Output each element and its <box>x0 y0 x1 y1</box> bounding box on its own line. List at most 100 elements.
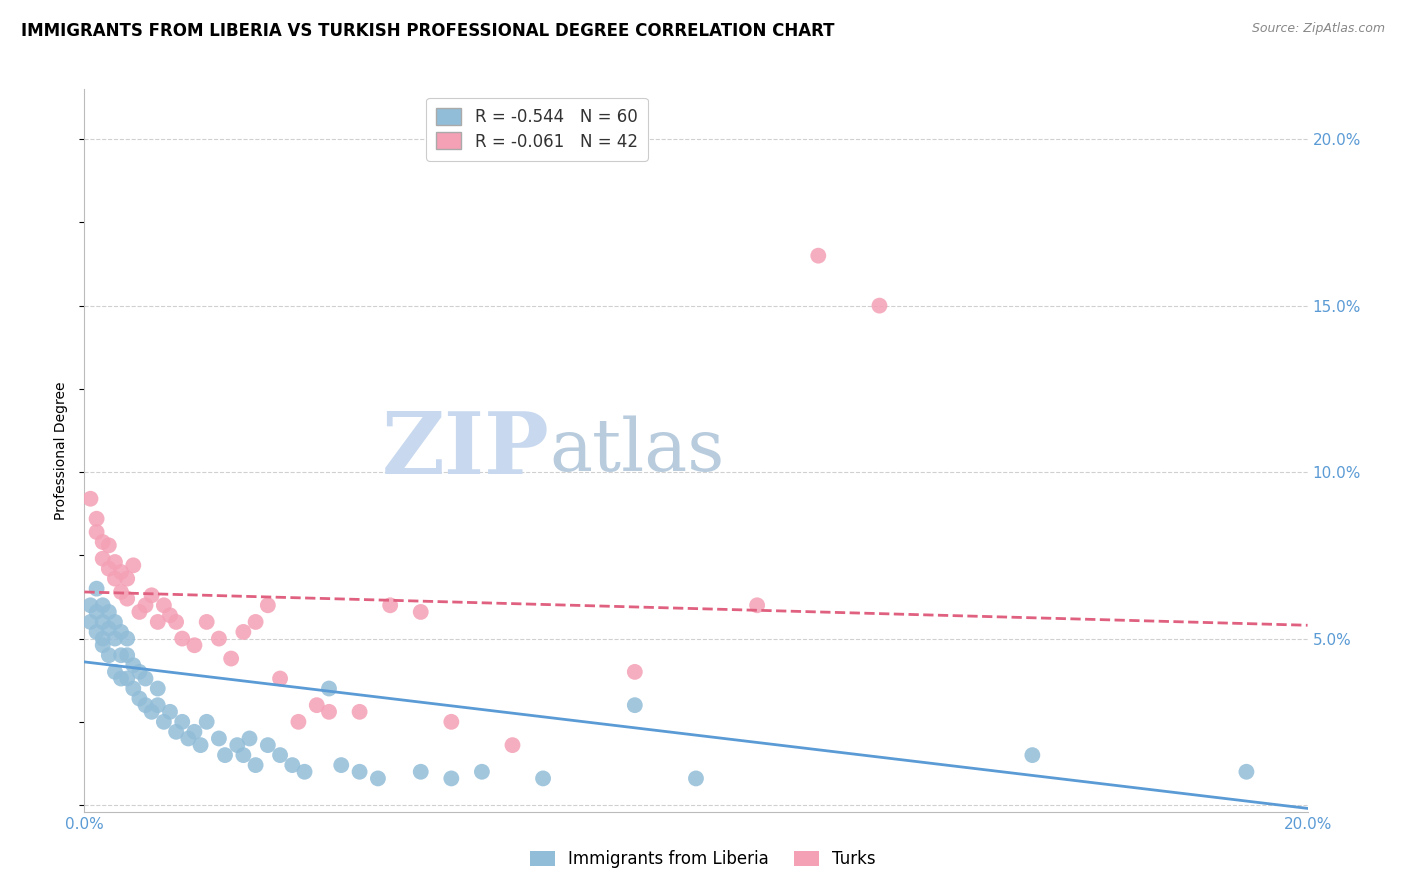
Point <box>409 764 432 779</box>
Point <box>110 672 132 686</box>
Text: ZIP: ZIP <box>381 409 550 492</box>
Point <box>367 772 389 786</box>
Point <box>79 599 101 613</box>
Point <box>869 299 891 313</box>
Point <box>91 638 114 652</box>
Point <box>318 681 340 696</box>
Point <box>409 605 432 619</box>
Point <box>269 748 291 763</box>
Point <box>330 758 353 772</box>
Point <box>91 535 114 549</box>
Legend: Immigrants from Liberia, Turks: Immigrants from Liberia, Turks <box>523 844 883 875</box>
Point <box>128 691 150 706</box>
Point <box>685 772 707 786</box>
Point <box>104 632 127 646</box>
Point <box>86 624 108 639</box>
Point <box>183 724 205 739</box>
Point <box>104 555 127 569</box>
Point <box>97 648 120 663</box>
Point <box>165 724 187 739</box>
Point <box>110 648 132 663</box>
Point <box>190 738 212 752</box>
Point <box>115 632 138 646</box>
Point <box>135 599 157 613</box>
Point <box>747 599 769 613</box>
Point <box>146 615 169 629</box>
Y-axis label: Professional Degree: Professional Degree <box>55 381 69 520</box>
Point <box>195 615 218 629</box>
Point <box>245 615 267 629</box>
Point <box>135 698 157 713</box>
Point <box>86 512 108 526</box>
Point <box>1021 748 1043 763</box>
Point <box>287 714 309 729</box>
Point <box>128 605 150 619</box>
Point <box>624 665 647 679</box>
Point <box>349 764 371 779</box>
Point <box>183 638 205 652</box>
Point <box>115 648 138 663</box>
Point <box>86 524 108 539</box>
Point <box>110 585 132 599</box>
Point <box>104 615 127 629</box>
Point <box>195 714 218 729</box>
Point <box>104 572 127 586</box>
Point <box>153 714 176 729</box>
Point <box>86 582 108 596</box>
Point <box>122 558 145 573</box>
Point <box>122 658 145 673</box>
Point <box>305 698 328 713</box>
Point <box>91 599 114 613</box>
Point <box>159 705 181 719</box>
Point <box>226 738 249 752</box>
Point <box>159 608 181 623</box>
Point <box>79 615 101 629</box>
Point <box>531 772 554 786</box>
Point <box>115 672 138 686</box>
Point <box>257 599 280 613</box>
Point <box>122 681 145 696</box>
Point <box>141 588 163 602</box>
Point <box>471 764 494 779</box>
Point <box>624 698 647 713</box>
Point <box>245 758 267 772</box>
Point <box>97 605 120 619</box>
Point <box>115 572 138 586</box>
Point <box>86 605 108 619</box>
Point <box>115 591 138 606</box>
Point <box>172 632 194 646</box>
Text: atlas: atlas <box>550 415 724 486</box>
Point <box>232 748 254 763</box>
Point <box>91 632 114 646</box>
Point <box>219 651 242 665</box>
Point <box>807 249 830 263</box>
Point <box>440 714 463 729</box>
Point <box>146 681 169 696</box>
Point <box>269 672 291 686</box>
Point <box>135 672 157 686</box>
Point <box>208 731 231 746</box>
Point <box>238 731 260 746</box>
Point <box>97 538 120 552</box>
Point <box>281 758 304 772</box>
Point <box>440 772 463 786</box>
Point <box>208 632 231 646</box>
Point <box>172 714 194 729</box>
Point <box>502 738 524 752</box>
Point <box>294 764 316 779</box>
Point <box>177 731 200 746</box>
Point <box>146 698 169 713</box>
Point <box>318 705 340 719</box>
Point <box>110 624 132 639</box>
Point <box>91 615 114 629</box>
Point <box>153 599 176 613</box>
Point <box>128 665 150 679</box>
Point <box>380 599 402 613</box>
Point <box>232 624 254 639</box>
Point <box>214 748 236 763</box>
Point <box>257 738 280 752</box>
Point <box>79 491 101 506</box>
Point <box>141 705 163 719</box>
Point <box>97 622 120 636</box>
Point <box>349 705 371 719</box>
